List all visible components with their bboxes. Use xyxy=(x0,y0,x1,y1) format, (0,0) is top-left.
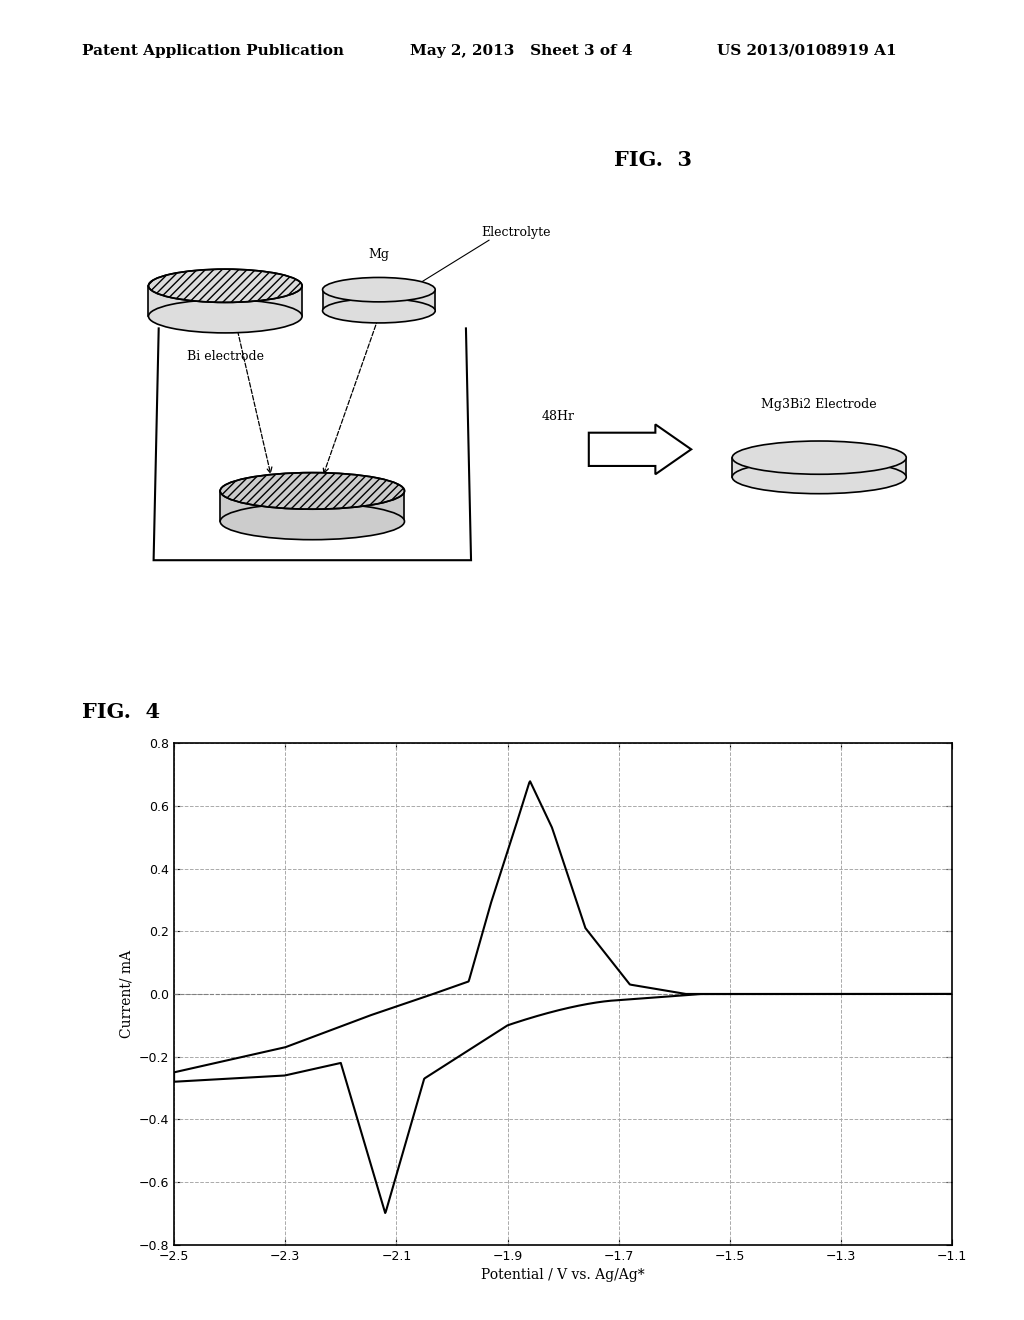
Polygon shape xyxy=(220,491,404,521)
Polygon shape xyxy=(148,286,302,317)
Text: May 2, 2013   Sheet 3 of 4: May 2, 2013 Sheet 3 of 4 xyxy=(410,44,632,58)
Ellipse shape xyxy=(148,269,302,302)
Polygon shape xyxy=(732,458,906,477)
Ellipse shape xyxy=(323,277,435,302)
Text: FIG.  3: FIG. 3 xyxy=(614,150,692,170)
Ellipse shape xyxy=(220,503,404,540)
Y-axis label: Current/ mA: Current/ mA xyxy=(119,950,133,1038)
Text: Mg: Mg xyxy=(369,248,389,261)
Polygon shape xyxy=(323,289,435,310)
Text: Electrolyte: Electrolyte xyxy=(481,226,551,239)
FancyArrow shape xyxy=(589,425,691,474)
Text: FIG.  4: FIG. 4 xyxy=(82,702,160,722)
Text: Bi electrode: Bi electrode xyxy=(186,350,264,363)
Ellipse shape xyxy=(732,441,906,474)
Ellipse shape xyxy=(148,300,302,333)
Text: Patent Application Publication: Patent Application Publication xyxy=(82,44,344,58)
Ellipse shape xyxy=(220,473,404,510)
X-axis label: Potential / V vs. Ag/Ag*: Potential / V vs. Ag/Ag* xyxy=(481,1269,645,1282)
Text: US 2013/0108919 A1: US 2013/0108919 A1 xyxy=(717,44,896,58)
Ellipse shape xyxy=(323,298,435,323)
Text: 48Hr: 48Hr xyxy=(542,409,574,422)
Ellipse shape xyxy=(732,461,906,494)
Text: Mg3Bi2 Electrode: Mg3Bi2 Electrode xyxy=(762,397,877,411)
